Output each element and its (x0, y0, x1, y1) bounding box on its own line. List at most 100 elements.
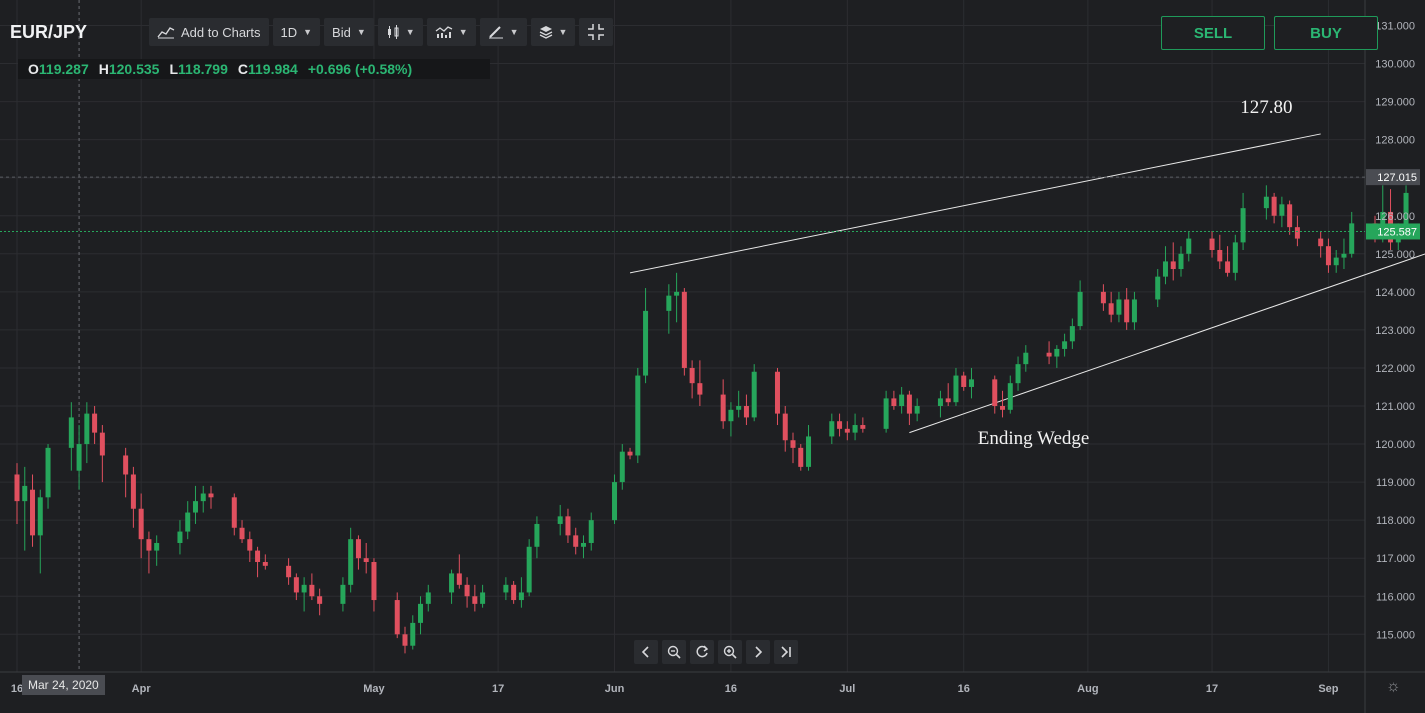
candle-body (612, 482, 618, 521)
chart-navigation (634, 640, 798, 664)
candle-body (340, 584, 346, 604)
zoom-out-button[interactable] (662, 640, 686, 664)
price-tick-label: 116.000 (1376, 591, 1415, 603)
time-tick-label: 17 (492, 683, 504, 695)
candle-body (937, 398, 943, 406)
ohlc-readout: O119.287 H120.535 L118.799 C119.984 +0.6… (18, 59, 490, 79)
candle-body (247, 539, 253, 551)
chart-annotation-text: Ending Wedge (978, 428, 1090, 449)
candle-body (728, 409, 734, 422)
price-type-dropdown[interactable]: Bid ▼ (324, 18, 374, 46)
candle-body (1294, 227, 1300, 239)
candle-body (1116, 299, 1122, 315)
interval-label: 1D (280, 24, 298, 40)
candle-body (1131, 299, 1137, 323)
price-tick-label: 123.000 (1375, 325, 1415, 337)
candle-body (852, 425, 858, 433)
trendline (629, 133, 1321, 274)
chevron-down-icon: ▼ (303, 27, 313, 37)
settings-gear-icon[interactable]: ☼ (1386, 678, 1401, 695)
close-key: C (237, 61, 248, 77)
sell-button[interactable]: SELL (1161, 16, 1265, 50)
candle-body (92, 413, 98, 433)
marker-price-tag (1366, 169, 1420, 186)
candle-body (394, 600, 400, 635)
interval-dropdown[interactable]: 1D ▼ (272, 18, 321, 46)
drawing-tools-dropdown[interactable]: ▼ (479, 18, 527, 46)
chevron-down-icon: ▼ (509, 27, 519, 37)
candle-body (899, 394, 905, 406)
chart-type-dropdown[interactable]: ▼ (377, 18, 423, 46)
open-key: O (28, 61, 39, 77)
time-axis[interactable]: 16AprMay17Jun16Jul16Aug17Sep17Oct14Nov14 (11, 683, 1425, 695)
fullscreen-button[interactable] (579, 18, 614, 46)
price-lines (0, 176, 1365, 232)
candle-body (526, 546, 532, 593)
time-tick-label: Jun (605, 683, 625, 695)
candle-body (790, 440, 796, 448)
candle-body (511, 584, 517, 601)
candle-body (1279, 204, 1285, 216)
candle-body (945, 398, 951, 403)
reset-button[interactable] (690, 640, 714, 664)
candle-body (208, 493, 214, 498)
candle-body (22, 485, 28, 502)
candle-body (1015, 364, 1021, 384)
candle-body (309, 584, 315, 597)
candle-body (76, 444, 82, 471)
candle-body (449, 573, 455, 593)
candle-body (231, 497, 237, 528)
candle-body (456, 573, 462, 585)
candle-body (185, 512, 191, 532)
candle-body (837, 421, 843, 429)
scroll-left-button[interactable] (634, 640, 658, 664)
candle-body (286, 565, 292, 578)
candle-body (798, 447, 804, 467)
time-tick-label: 16 (958, 683, 970, 695)
layers-dropdown[interactable]: ▼ (530, 18, 576, 46)
buy-button[interactable]: BUY (1274, 16, 1378, 50)
candle-body (565, 516, 571, 536)
price-tick-label: 121.000 (1375, 401, 1415, 413)
candle-body (1155, 276, 1161, 300)
zoom-in-button[interactable] (718, 640, 742, 664)
chevron-right-icon (755, 646, 763, 658)
candle-body (743, 406, 749, 418)
candle-body (806, 436, 812, 467)
candle-body (906, 394, 912, 414)
candle-body (1054, 348, 1060, 357)
candle-body (1232, 242, 1238, 273)
candle-body (689, 367, 695, 384)
add-to-charts-button[interactable]: Add to Charts (149, 18, 269, 46)
chart-annotation-text: 127.80 (1240, 97, 1292, 118)
candle-body (1209, 238, 1215, 250)
candle-body (844, 428, 850, 433)
candle-body (557, 516, 563, 524)
price-tick-label: 120.000 (1375, 439, 1415, 451)
scroll-right-button[interactable] (746, 640, 770, 664)
candle-body (293, 577, 299, 593)
candle-body (782, 413, 788, 441)
price-tick-label: 124.000 (1375, 287, 1415, 299)
candle-body (1046, 352, 1052, 357)
candle-body (37, 497, 43, 536)
candle-body (239, 527, 245, 540)
candle-body (1077, 291, 1083, 327)
candle-body (1271, 196, 1277, 216)
candle-body (736, 406, 742, 410)
time-tick-label: Sep (1318, 683, 1338, 695)
time-tick-label: 16 (725, 683, 737, 695)
candle-body (1062, 341, 1068, 349)
candle-body (1069, 326, 1075, 342)
candle-body (402, 634, 408, 646)
go-to-latest-button[interactable] (774, 640, 798, 664)
candle-body (1403, 192, 1409, 231)
candle-body (619, 451, 625, 483)
price-axis[interactable]: 115.000 116.000 117.000 118.000 119.000 120.0… (1366, 21, 1420, 642)
price-tick-label: 118.000 (1376, 515, 1415, 527)
candle-body (1170, 261, 1176, 270)
candle-body (177, 531, 183, 543)
indicators-dropdown[interactable]: ▼ (426, 18, 476, 46)
candle-body (1341, 253, 1347, 258)
